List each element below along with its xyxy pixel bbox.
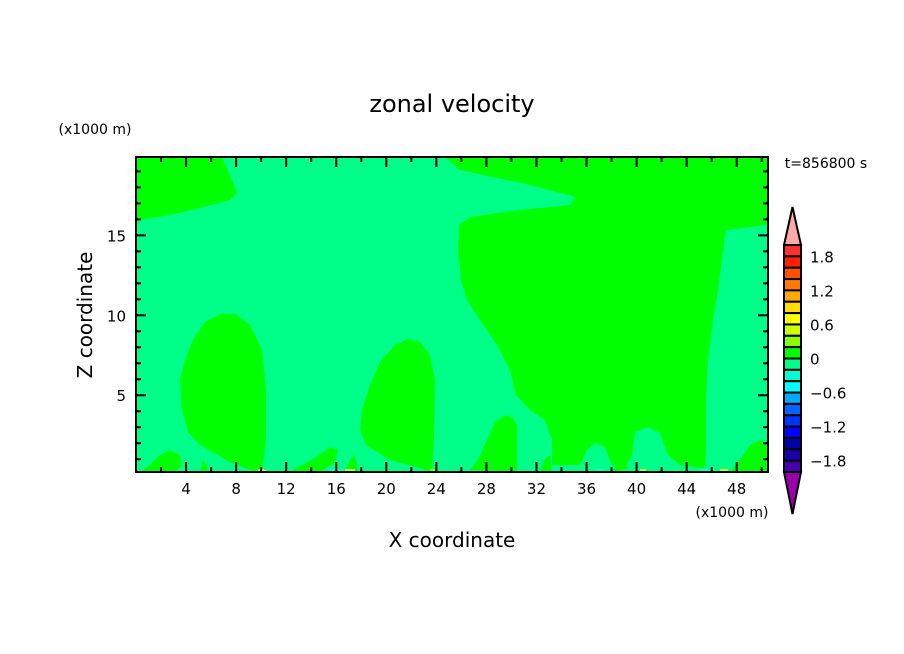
contour-region-positive bbox=[345, 455, 358, 472]
colorbar-swatch bbox=[783, 357, 802, 371]
x-tick-label: 24 bbox=[427, 480, 446, 498]
x-tick-label: 48 bbox=[727, 480, 746, 498]
colorbar-swatch bbox=[783, 414, 802, 428]
x-tick-label: 8 bbox=[231, 480, 241, 498]
x-axis-label: X coordinate bbox=[389, 528, 516, 552]
colorbar-swatch bbox=[783, 425, 802, 439]
colorbar-swatch bbox=[783, 391, 802, 405]
colorbar-tick-label: −0.6 bbox=[810, 385, 846, 403]
colorbar: 1.8 1.2 0.6 0 −0.6 −1.2 −1.8 bbox=[782, 206, 846, 515]
x-tick-label: 20 bbox=[377, 480, 396, 498]
contour-region-positive bbox=[136, 157, 237, 222]
colorbar-swatch bbox=[783, 368, 802, 383]
x-tick-label: 12 bbox=[277, 480, 296, 498]
colorbar-swatch bbox=[783, 448, 802, 462]
colorbar-swatch bbox=[783, 459, 802, 473]
colorbar-swatch bbox=[783, 289, 802, 303]
contour-region-positive bbox=[290, 447, 338, 472]
colorbar-swatch bbox=[783, 436, 802, 451]
colorbar-swatch bbox=[783, 346, 802, 360]
contour-region-positive bbox=[180, 314, 266, 472]
contour-region-positive bbox=[200, 460, 208, 472]
colorbar-swatch bbox=[783, 380, 802, 394]
contour-speck bbox=[430, 469, 436, 472]
contour-region-positive bbox=[730, 440, 768, 472]
contour-speck bbox=[700, 469, 710, 472]
y-unit-label: (x1000 m) bbox=[59, 122, 132, 138]
colorbar-swatch bbox=[783, 255, 802, 269]
x-tick-label: 44 bbox=[677, 480, 696, 498]
x-tick-label: 40 bbox=[627, 480, 646, 498]
colorbar-swatch bbox=[783, 300, 802, 315]
x-tick-label: 16 bbox=[327, 480, 346, 498]
contour-region-positive bbox=[360, 339, 435, 472]
colorbar-swatch bbox=[783, 402, 802, 417]
x-tick-label: 28 bbox=[477, 480, 496, 498]
colorbar-tick-label: 1.2 bbox=[810, 282, 834, 300]
colorbar-swatch bbox=[783, 266, 802, 281]
colorbar-tick-label: 0.6 bbox=[810, 316, 834, 334]
x-tick-label: 32 bbox=[527, 480, 546, 498]
x-tick-label: 36 bbox=[577, 480, 596, 498]
colorbar-tick-label: −1.8 bbox=[810, 453, 846, 471]
contour-region-positive bbox=[540, 455, 552, 472]
contour-speck bbox=[595, 469, 603, 472]
time-label: t=856800 s bbox=[785, 156, 867, 172]
contour-region-positive bbox=[612, 462, 630, 472]
contour-region-positive bbox=[470, 415, 517, 472]
contour-field bbox=[136, 157, 768, 473]
colorbar-under-triangle bbox=[782, 471, 803, 515]
colorbar-swatch bbox=[783, 244, 802, 258]
colorbar-tick-label: 0 bbox=[810, 351, 820, 369]
chart-title: zonal velocity bbox=[369, 90, 534, 118]
colorbar-tick-label: −1.2 bbox=[810, 419, 846, 437]
colorbar-swatch bbox=[783, 334, 802, 349]
y-tick-label: 15 bbox=[107, 227, 126, 245]
colorbar-over-triangle bbox=[782, 206, 803, 246]
contour-speck bbox=[345, 469, 355, 472]
contour-speck bbox=[640, 469, 646, 472]
contour-region-positive bbox=[140, 450, 182, 472]
contour-speck bbox=[720, 469, 728, 472]
colorbar-swatch bbox=[783, 323, 802, 337]
x-unit-label: (x1000 m) bbox=[696, 505, 769, 521]
colorbar-swatch bbox=[783, 278, 802, 292]
x-tick-label: 4 bbox=[181, 480, 191, 498]
y-tick-label: 10 bbox=[107, 307, 126, 325]
y-tick-label: 5 bbox=[116, 387, 126, 405]
contour-region-positive bbox=[445, 157, 768, 468]
colorbar-swatch bbox=[783, 312, 802, 326]
colorbar-tick-label: 1.8 bbox=[810, 248, 834, 266]
y-axis-label: Z coordinate bbox=[73, 252, 97, 379]
